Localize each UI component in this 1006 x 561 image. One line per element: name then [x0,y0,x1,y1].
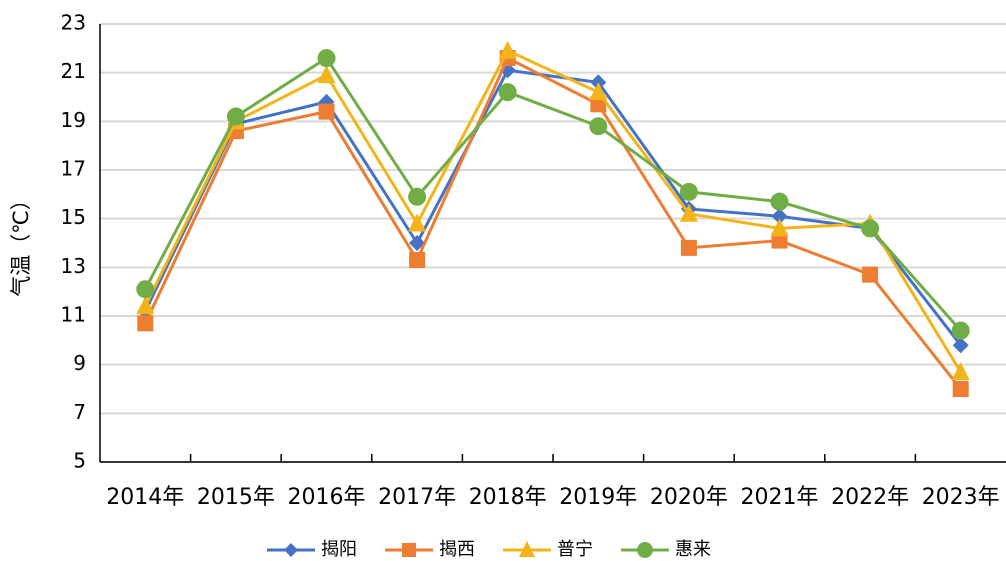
y-tick-label: 19 [61,108,86,132]
series-line [143,55,962,332]
marker [951,321,970,340]
legend-item: 揭阳 [267,539,357,560]
x-tick-label: 2018年 [469,485,547,510]
x-tick-label: 2020年 [650,485,728,510]
x-tick-label: 2022年 [831,485,909,510]
y-tick-label: 11 [61,303,86,327]
marker [402,543,416,557]
legend-label: 惠来 [675,539,711,560]
marker [952,337,969,354]
marker [590,96,607,113]
marker [771,208,788,225]
legend-item: 普宁 [503,539,593,560]
marker [770,218,789,237]
x-tick-label: 2014年 [106,485,184,510]
series-line [143,56,962,390]
marker [589,117,608,136]
x-tick-label: 2019年 [559,485,637,510]
marker [499,62,516,79]
marker [637,542,653,558]
marker [284,543,298,557]
marker [137,315,154,332]
marker [136,280,155,299]
marker [951,361,970,380]
marker [679,182,698,201]
legend-label: 普宁 [557,539,593,560]
legend-item: 揭西 [385,539,475,560]
marker [862,266,879,283]
marker [770,192,789,211]
y-axis-label: 气温（℃） [9,189,33,297]
marker [498,40,517,59]
y-tick-label: 17 [61,157,86,181]
y-tick-label: 7 [73,400,86,424]
marker [136,296,155,315]
marker [498,83,517,102]
marker [861,219,880,238]
legend-label: 揭西 [439,539,475,560]
y-tick-label: 15 [61,205,86,229]
marker [408,213,427,232]
marker [519,541,535,557]
legend-item: 惠来 [621,539,711,560]
marker [317,65,336,84]
y-tick-label: 13 [61,254,86,278]
marker [680,239,697,256]
legend-label: 揭阳 [321,539,357,560]
x-tick-label: 2017年 [378,485,456,510]
marker [318,103,335,120]
marker [408,187,427,206]
x-tick-label: 2015年 [197,485,275,510]
y-tick-label: 5 [73,449,86,473]
series-line [143,68,962,347]
x-tick-label: 2023年 [922,485,1000,510]
marker [317,49,336,68]
marker [952,381,969,397]
marker [409,252,426,269]
marker [771,232,788,249]
marker [679,203,698,222]
y-tick-label: 9 [73,351,86,375]
marker [589,82,608,101]
x-tick-label: 2016年 [288,485,366,510]
marker [226,107,245,126]
y-tick-label: 21 [61,59,86,83]
marker [409,235,426,251]
series-line [143,48,962,373]
x-tick-label: 2021年 [741,485,819,510]
y-tick-label: 23 [61,11,86,35]
